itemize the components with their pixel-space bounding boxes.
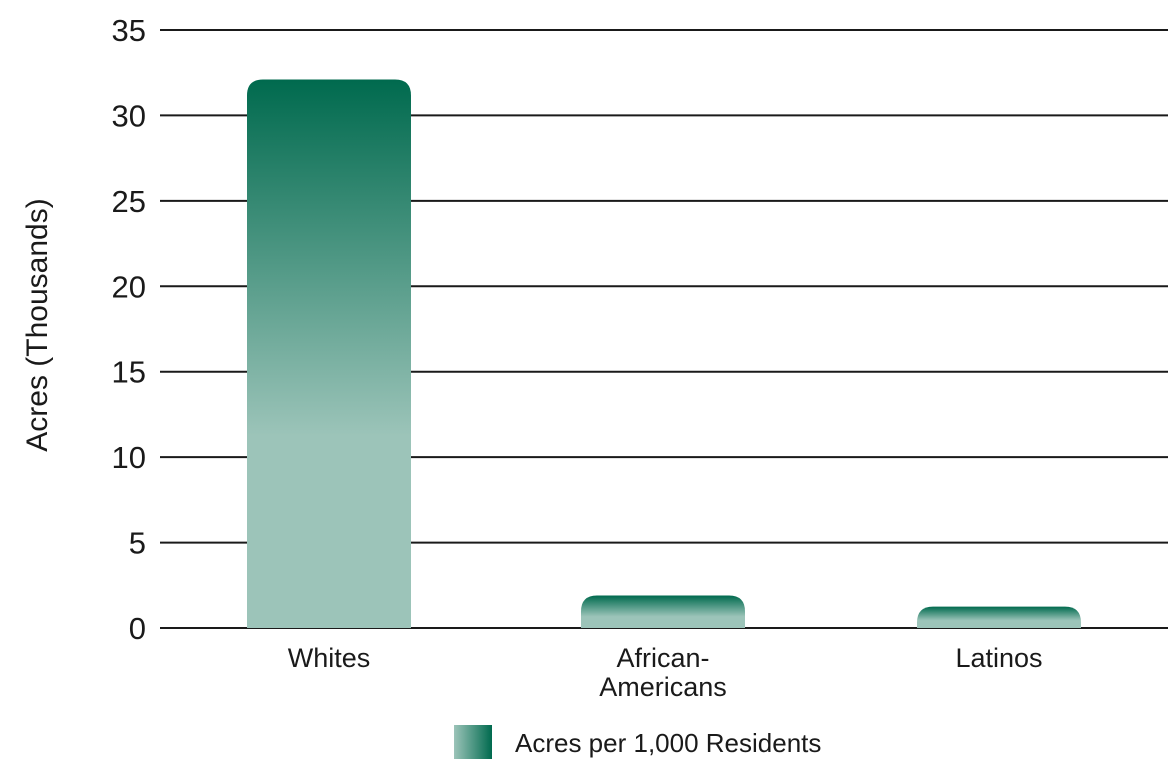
legend: Acres per 1,000 Residents <box>454 725 821 759</box>
category-label: African-Americans <box>599 643 727 702</box>
y-tick-label: 15 <box>112 355 146 390</box>
y-tick-labels: 0 5 10 15 20 25 30 35 <box>112 13 146 646</box>
category-label: Latinos <box>955 643 1042 673</box>
bar-latinos <box>917 606 1081 628</box>
bars <box>247 79 1081 628</box>
legend-label: Acres per 1,000 Residents <box>515 728 821 758</box>
legend-swatch <box>454 725 492 759</box>
y-tick-label: 35 <box>112 13 146 48</box>
category-labels: Whites African-Americans Latinos <box>288 643 1043 702</box>
y-tick-label: 30 <box>112 98 146 133</box>
y-tick-label: 10 <box>112 440 146 475</box>
category-label: Whites <box>288 643 371 673</box>
y-tick-label: 20 <box>112 269 146 304</box>
y-tick-label: 0 <box>129 611 146 646</box>
y-tick-label: 25 <box>112 184 146 219</box>
y-axis-label: Acres (Thousands) <box>21 198 54 451</box>
bar-whites <box>247 79 411 628</box>
bar-african-americans <box>581 595 745 628</box>
y-tick-label: 5 <box>129 526 146 561</box>
